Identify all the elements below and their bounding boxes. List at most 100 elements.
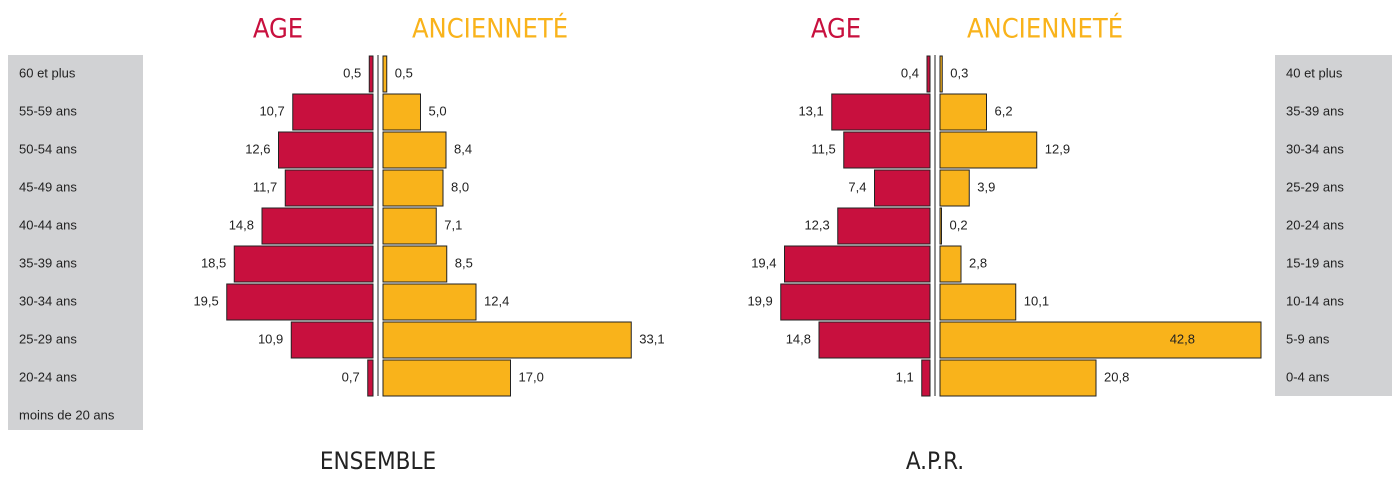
bar: [939, 93, 987, 131]
bar: [939, 131, 1038, 169]
legend-label: AGE: [811, 14, 861, 45]
value-label: 18,5: [201, 255, 226, 270]
value-label: 7,4: [848, 179, 866, 194]
row-label: 60 et plus: [19, 65, 76, 80]
legend-label: AGE: [253, 14, 303, 45]
value-label: 20,8: [1104, 369, 1129, 384]
value-label: 33,1: [639, 331, 664, 346]
value-label: 0,2: [950, 217, 968, 232]
row-label: 10-14 ans: [1286, 293, 1344, 308]
bar: [278, 131, 374, 169]
bar: [367, 359, 374, 397]
value-label: 2,8: [969, 255, 987, 270]
row-label: 35-39 ans: [1286, 103, 1344, 118]
value-label: 0,7: [342, 369, 360, 384]
bar: [926, 55, 931, 93]
row-label: 15-19 ans: [1286, 255, 1344, 270]
row-label: 5-9 ans: [1286, 331, 1330, 346]
value-label: 11,7: [253, 179, 277, 194]
row-label: 0-4 ans: [1286, 369, 1330, 384]
row-label: 25-29 ans: [1286, 179, 1344, 194]
value-label: 10,7: [259, 103, 284, 118]
bar: [382, 131, 447, 169]
value-label: 6,2: [995, 103, 1013, 118]
bar: [290, 321, 374, 359]
bar: [939, 207, 942, 245]
bar: [874, 169, 931, 207]
bar: [939, 283, 1017, 321]
value-label: 3,9: [977, 179, 995, 194]
bar: [382, 359, 511, 397]
row-label: 25-29 ans: [19, 331, 77, 346]
value-label: 13,1: [798, 103, 823, 118]
bar: [382, 321, 632, 359]
legend-label: ANCIENNETÉ: [967, 13, 1123, 45]
value-label: 42,8: [1170, 331, 1195, 346]
bar: [784, 245, 931, 283]
bar: [261, 207, 374, 245]
value-label: 17,0: [519, 369, 544, 384]
value-label: 14,8: [229, 217, 254, 232]
bar: [843, 131, 931, 169]
row-label: 40-44 ans: [19, 217, 77, 232]
row-label: 20-24 ans: [19, 369, 77, 384]
value-label: 10,9: [258, 331, 283, 346]
bar: [226, 283, 374, 321]
row-label-panel: [8, 55, 143, 430]
value-label: 0,5: [343, 65, 361, 80]
value-label: 12,4: [484, 293, 509, 308]
chart-title: ENSEMBLE: [320, 447, 436, 475]
row-label-panel: [1275, 55, 1392, 396]
value-label: 11,5: [811, 141, 835, 156]
value-label: 5,0: [429, 103, 447, 118]
row-label: 30-34 ans: [1286, 141, 1344, 156]
bar: [368, 55, 374, 93]
value-label: 8,0: [451, 179, 469, 194]
bar: [382, 245, 448, 283]
row-label: 35-39 ans: [19, 255, 77, 270]
chart-title: A.P.R.: [906, 447, 964, 475]
bar: [292, 93, 374, 131]
value-label: 0,4: [901, 65, 919, 80]
bar: [818, 321, 931, 359]
bar: [939, 169, 970, 207]
value-label: 10,1: [1024, 293, 1049, 308]
bar: [382, 207, 437, 245]
value-label: 0,5: [395, 65, 413, 80]
value-label: 19,4: [751, 255, 776, 270]
value-label: 1,1: [896, 369, 914, 384]
value-label: 8,5: [455, 255, 473, 270]
value-label: 0,3: [950, 65, 968, 80]
row-label: 50-54 ans: [19, 141, 77, 156]
value-label: 8,4: [454, 141, 472, 156]
row-label: 20-24 ans: [1286, 217, 1344, 232]
bar: [939, 321, 1262, 359]
bar: [831, 93, 931, 131]
value-label: 12,6: [245, 141, 270, 156]
bar: [939, 245, 962, 283]
bar: [921, 359, 931, 397]
row-label: 30-34 ans: [19, 293, 77, 308]
bar: [837, 207, 931, 245]
bar: [780, 283, 931, 321]
bar: [382, 169, 444, 207]
value-label: 12,9: [1045, 141, 1070, 156]
row-label: 40 et plus: [1286, 65, 1343, 80]
row-label: moins de 20 ans: [19, 407, 115, 422]
bar: [939, 359, 1097, 397]
legend-label: ANCIENNETÉ: [412, 13, 568, 45]
bar: [382, 283, 477, 321]
row-label: 45-49 ans: [19, 179, 77, 194]
bar: [233, 245, 374, 283]
value-label: 19,5: [193, 293, 218, 308]
value-label: 7,1: [444, 217, 462, 232]
bar: [284, 169, 374, 207]
value-label: 19,9: [747, 293, 772, 308]
row-label: 55-59 ans: [19, 103, 77, 118]
bar: [382, 55, 388, 93]
value-label: 14,8: [786, 331, 811, 346]
bar: [939, 55, 943, 93]
value-label: 12,3: [804, 217, 829, 232]
bar: [382, 93, 421, 131]
